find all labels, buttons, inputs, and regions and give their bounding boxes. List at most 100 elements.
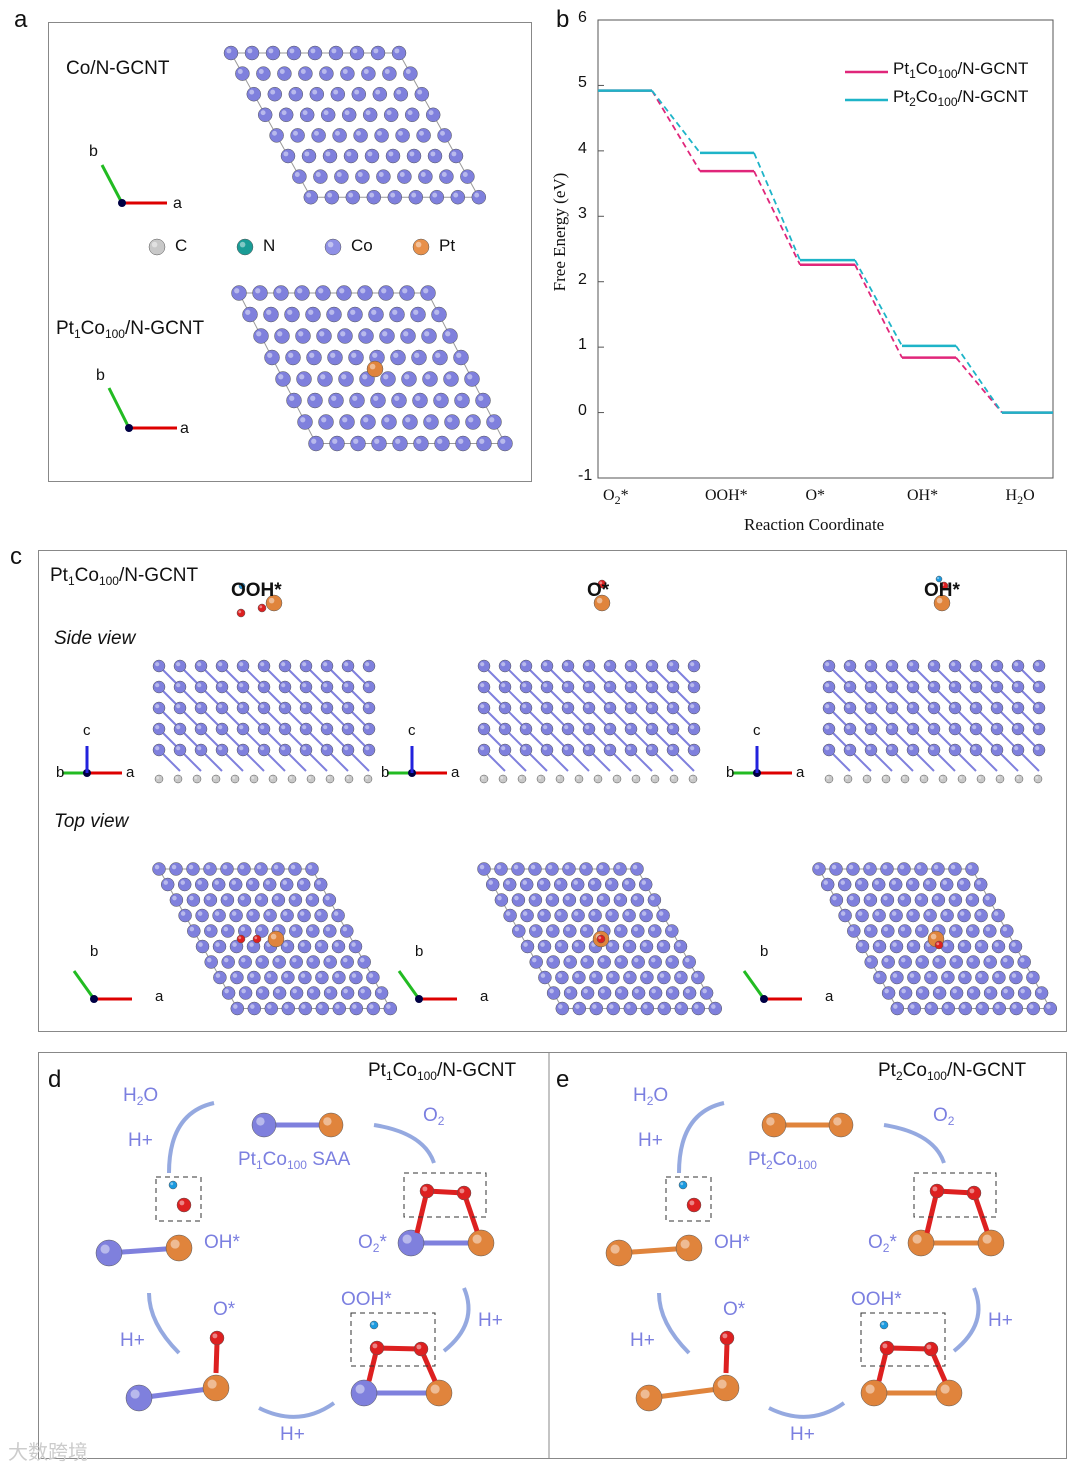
- atom-highlight: [1016, 776, 1020, 780]
- co-atom: [296, 371, 312, 387]
- atom-highlight: [943, 942, 948, 947]
- atom-highlight: [415, 395, 421, 401]
- co-atom: [512, 924, 526, 938]
- atom-highlight: [447, 417, 453, 423]
- atom-highlight: [489, 417, 495, 423]
- metal-atom: [95, 1239, 123, 1267]
- co-atom: [322, 148, 338, 164]
- co-atom: [336, 285, 352, 301]
- co-atom: [965, 862, 979, 876]
- co-atom: [939, 877, 954, 892]
- co-atom: [540, 659, 554, 673]
- axis-a-label: a: [180, 420, 189, 437]
- b-axis-arrow: [107, 387, 131, 429]
- atom-highlight: [667, 957, 673, 963]
- atom-highlight: [891, 911, 897, 916]
- atom-highlight: [218, 683, 223, 688]
- atom-highlight: [172, 895, 177, 901]
- atom-highlight: [274, 957, 280, 963]
- co-atom: [299, 659, 313, 673]
- metal-atom: [860, 1379, 888, 1407]
- co-atom: [320, 722, 334, 736]
- atom-highlight: [299, 880, 305, 885]
- c-atom: [268, 774, 278, 784]
- atom-highlight: [218, 662, 223, 667]
- atom-highlight: [289, 395, 295, 401]
- atom-highlight: [540, 973, 546, 978]
- atom-highlight: [930, 725, 935, 730]
- atom-highlight: [270, 933, 277, 940]
- atom-highlight: [214, 911, 220, 916]
- atom-highlight: [840, 911, 846, 916]
- co-atom: [404, 107, 420, 123]
- co-atom: [339, 414, 355, 430]
- atom-highlight: [882, 1343, 888, 1349]
- atom-highlight: [213, 776, 217, 780]
- co-atom: [215, 659, 229, 673]
- co-atom: [204, 955, 218, 969]
- co-atom: [262, 877, 277, 892]
- d-hplus-label: H+: [280, 1424, 305, 1445]
- co-atom: [519, 722, 533, 736]
- atom-highlight: [952, 988, 957, 994]
- panel-b-letter: b: [556, 6, 570, 33]
- co-atom: [941, 970, 955, 985]
- co-atom: [885, 701, 899, 715]
- h-atom: [935, 575, 943, 583]
- atom-highlight: [355, 1384, 365, 1394]
- co-atom: [194, 722, 208, 736]
- atom-highlight: [976, 911, 982, 916]
- atom-highlight: [501, 746, 506, 751]
- co-atom: [418, 169, 433, 184]
- co-atom: [292, 169, 307, 184]
- atom-highlight: [424, 331, 430, 337]
- atom-highlight: [909, 942, 914, 947]
- atom-highlight: [365, 725, 370, 730]
- atom-highlight: [275, 988, 280, 994]
- co-atom: [582, 743, 596, 757]
- metal-atom: [635, 1384, 663, 1412]
- cycle-arrow: [442, 1287, 471, 1353]
- column-ooh: OOH*: [231, 580, 282, 601]
- atom-highlight: [690, 683, 695, 688]
- c-atom: [957, 774, 967, 784]
- atom-highlight: [176, 725, 181, 730]
- c-atom: [631, 774, 641, 784]
- atom-highlight: [163, 880, 169, 885]
- atom-highlight: [232, 776, 236, 780]
- e-oh-label: OH*: [714, 1232, 750, 1253]
- atom-highlight: [293, 130, 298, 136]
- atom-highlight: [582, 926, 588, 932]
- atom-highlight: [934, 895, 939, 901]
- h-atom: [238, 582, 246, 590]
- atom-highlight: [899, 864, 905, 870]
- y-tick-label: 1: [578, 336, 587, 354]
- atom-highlight: [585, 662, 590, 667]
- co-atom: [597, 955, 611, 969]
- o-atom: [257, 603, 267, 613]
- atom-highlight: [272, 130, 277, 136]
- atom-highlight: [327, 776, 331, 780]
- co-atom: [383, 107, 399, 123]
- atom-highlight: [640, 1389, 650, 1399]
- c-atom: [688, 774, 698, 784]
- axis-a-label: a: [155, 988, 164, 1005]
- co-atom: [271, 893, 286, 907]
- atom-highlight: [238, 936, 242, 940]
- atom-highlight: [564, 725, 569, 730]
- co-atom: [561, 701, 575, 715]
- co-atom: [215, 680, 229, 694]
- atom-highlight: [564, 746, 569, 751]
- co-atom: [454, 392, 470, 409]
- atom-highlight: [297, 288, 303, 294]
- atom-highlight: [909, 662, 914, 667]
- atom-highlight: [365, 746, 370, 751]
- c-atom: [287, 774, 297, 784]
- co-atom: [448, 148, 464, 164]
- co-atom: [1011, 680, 1025, 694]
- atom-highlight: [884, 988, 889, 994]
- co-atom: [361, 66, 376, 81]
- atom-highlight: [351, 942, 356, 947]
- atom-highlight: [323, 1117, 332, 1126]
- co-atom: [906, 680, 920, 694]
